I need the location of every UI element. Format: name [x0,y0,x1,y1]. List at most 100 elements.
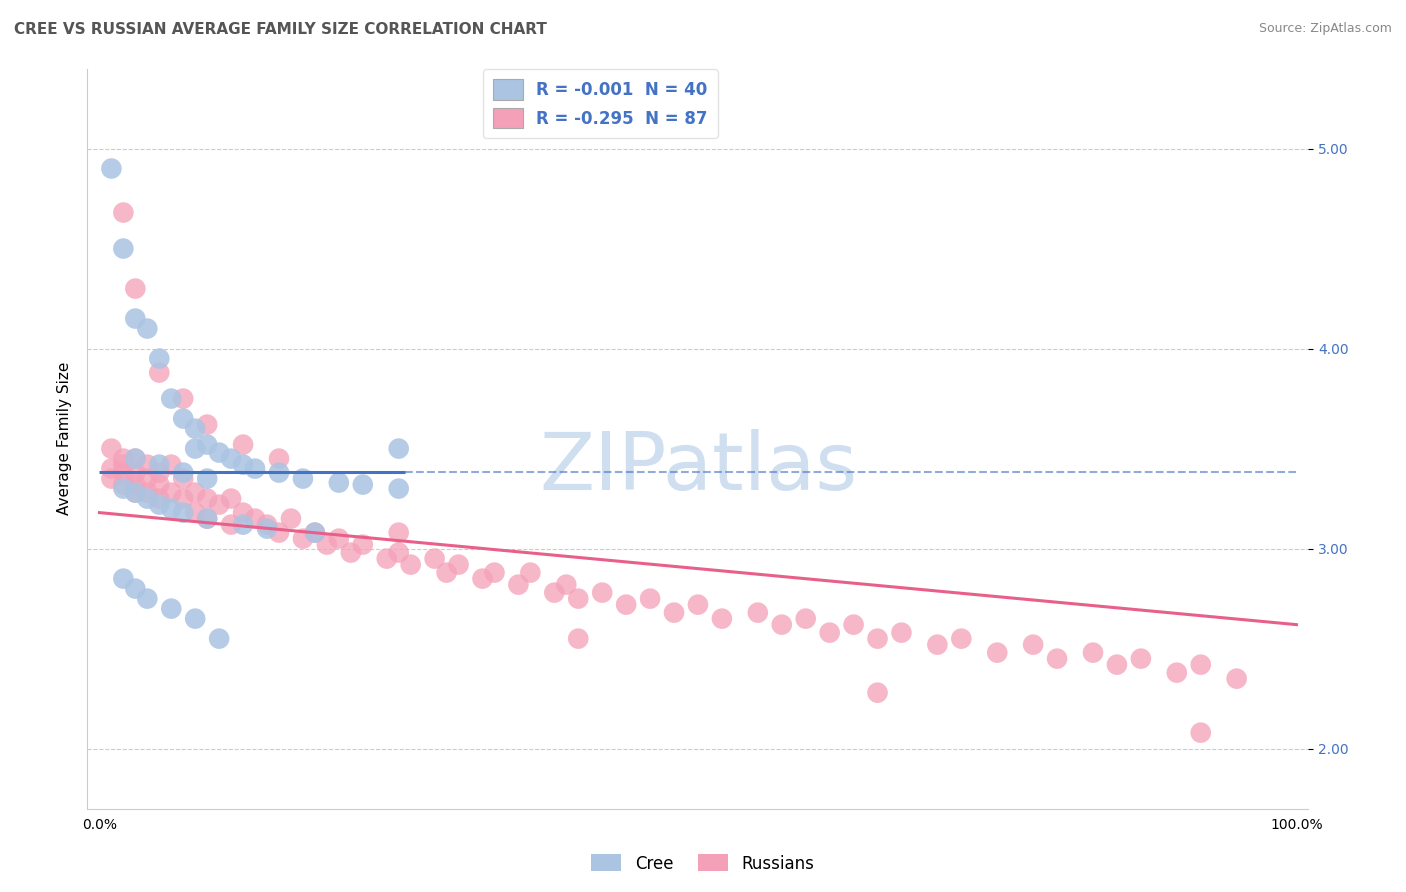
Point [267,466,290,480]
Point [710,612,733,626]
Point [927,638,949,652]
Point [232,437,254,451]
Point [148,498,170,512]
Point [291,532,314,546]
Point [195,511,218,525]
Point [1189,657,1212,672]
Point [195,491,218,506]
Point [160,501,183,516]
Point [866,686,889,700]
Point [638,591,661,606]
Point [184,506,207,520]
Point [100,161,122,176]
Point [184,485,207,500]
Point [519,566,541,580]
Point [267,525,290,540]
Point [172,411,194,425]
Point [124,582,146,596]
Point [399,558,422,572]
Point [112,205,135,219]
Point [148,351,170,366]
Point [232,506,254,520]
Point [447,558,470,572]
Point [148,491,170,506]
Point [770,617,793,632]
Point [136,472,159,486]
Point [184,612,207,626]
Point [124,477,146,491]
Point [591,585,613,599]
Point [100,472,122,486]
Point [686,598,709,612]
Point [256,517,278,532]
Point [304,525,326,540]
Point [1166,665,1188,680]
Point [484,566,506,580]
Point [195,472,218,486]
Point [567,632,589,646]
Point [219,517,242,532]
Point [555,577,578,591]
Point [148,366,170,380]
Point [304,525,326,540]
Point [172,472,194,486]
Point [112,572,135,586]
Y-axis label: Average Family Size: Average Family Size [58,362,72,516]
Point [160,458,183,472]
Point [866,632,889,646]
Point [100,461,122,475]
Point [112,477,135,491]
Point [818,625,841,640]
Point [124,466,146,480]
Point [1046,651,1069,665]
Point [195,437,218,451]
Point [195,417,218,432]
Point [160,601,183,615]
Point [112,482,135,496]
Point [375,551,398,566]
Text: Source: ZipAtlas.com: Source: ZipAtlas.com [1258,22,1392,36]
Point [243,461,266,475]
Point [136,491,159,506]
Point [614,598,637,612]
Point [172,506,194,520]
Point [352,477,374,491]
Point [112,242,135,256]
Point [219,491,242,506]
Point [388,546,411,560]
Point [567,591,589,606]
Point [124,451,146,466]
Point [124,485,146,500]
Point [124,311,146,326]
Point [662,606,685,620]
Point [1105,657,1128,672]
Point [436,566,458,580]
Point [267,451,290,466]
Point [148,458,170,472]
Point [136,458,159,472]
Point [794,612,817,626]
Point [388,525,411,540]
Point [208,632,231,646]
Point [208,498,231,512]
Point [184,442,207,456]
Text: CREE VS RUSSIAN AVERAGE FAMILY SIZE CORRELATION CHART: CREE VS RUSSIAN AVERAGE FAMILY SIZE CORR… [14,22,547,37]
Point [136,485,159,500]
Point [315,538,337,552]
Point [388,442,411,456]
Point [291,472,314,486]
Point [328,532,350,546]
Point [232,517,254,532]
Point [280,511,302,525]
Point [172,392,194,406]
Point [543,585,565,599]
Point [388,482,411,496]
Point [423,551,446,566]
Point [1081,646,1104,660]
Point [1189,725,1212,739]
Point [172,466,194,480]
Point [890,625,912,640]
Point [112,458,135,472]
Point [328,475,350,490]
Point [172,491,194,506]
